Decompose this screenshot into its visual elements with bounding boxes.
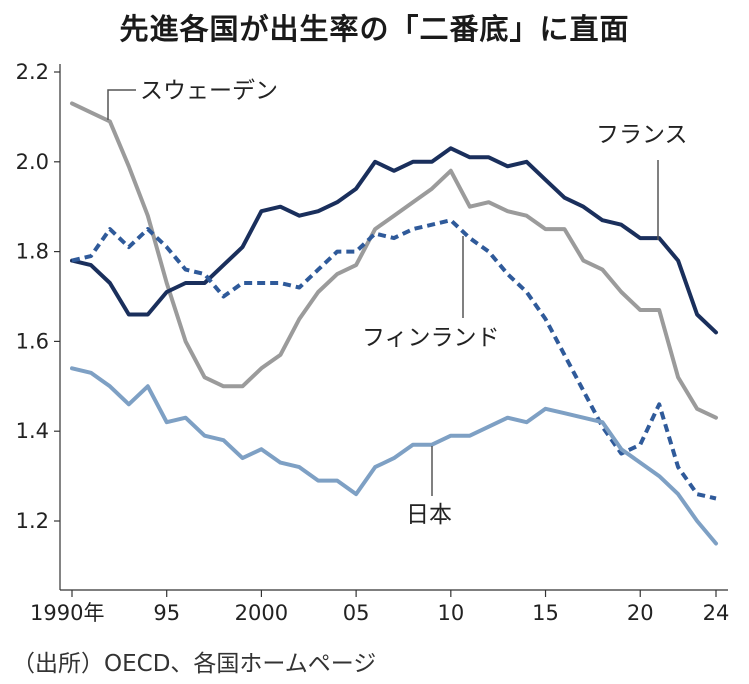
series-line-スウェーデン	[70, 101, 718, 420]
series-layer	[70, 101, 718, 546]
y-tick-label: 1.8	[16, 240, 49, 264]
source-note: （出所）OECD、各国ホームページ	[12, 651, 377, 677]
series-label: スウェーデン	[140, 78, 278, 104]
series-label: フィンランド	[362, 325, 500, 351]
x-tick-label: 24	[703, 601, 730, 625]
y-tick-label: 2.0	[16, 150, 49, 174]
y-tick-label: 1.4	[16, 419, 49, 443]
series-line-日本	[70, 366, 718, 546]
series-line-フィンランド	[71, 218, 717, 501]
y-tick-label: 1.6	[16, 329, 49, 353]
leader-line	[107, 89, 136, 120]
x-tick-label: 05	[343, 601, 370, 625]
series-label: 日本	[406, 502, 452, 528]
x-tick-label: 95	[153, 601, 180, 625]
axes: 1.2 1.4 1.6 1.8 2.0 2.2 1990年 95 2000 05 10 15 20 24	[16, 60, 730, 625]
chart-title: 先進各国が出生率の「二番底」に直面	[119, 12, 630, 46]
x-tick-label: 10	[437, 601, 464, 625]
x-tick-label: 20	[627, 601, 654, 625]
series-label: フランス	[596, 122, 688, 148]
x-tick-label: 15	[532, 601, 559, 625]
y-tick-label: 1.2	[16, 509, 49, 533]
y-tick-label: 2.2	[16, 60, 49, 84]
series-line-フランス	[70, 146, 718, 335]
x-tick-label: 1990年	[30, 601, 104, 625]
x-tick-label: 2000	[235, 601, 288, 625]
